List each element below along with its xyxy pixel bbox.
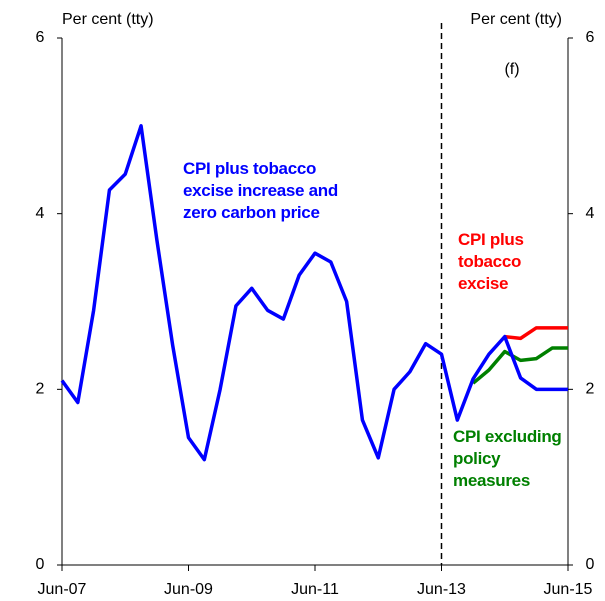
- y-tick-label: 2: [36, 381, 45, 398]
- x-tick-label: Jun-09: [164, 581, 213, 598]
- y-tick-label: 0: [36, 556, 45, 573]
- series-label: CPI excluding policy measures: [453, 427, 562, 490]
- x-tick-label: Jun-11: [291, 581, 339, 598]
- series-line: [504, 326, 568, 341]
- y2-tick-label: 0: [586, 556, 595, 573]
- forecast-label: (f): [504, 61, 519, 78]
- y2-tick-label: 6: [586, 29, 595, 46]
- y-tick-label: 6: [36, 29, 45, 46]
- series-label: CPI plus tobacco excise: [458, 230, 524, 293]
- x-tick-label: Jun-07: [38, 581, 87, 598]
- y-axis-label: Per cent (tty): [62, 11, 154, 28]
- x-tick-label: Jun-13: [417, 581, 466, 598]
- y-tick-label: 4: [36, 205, 45, 222]
- series-line: [60, 124, 568, 462]
- x-tick-label: Jun-15: [544, 581, 593, 598]
- y2-tick-label: 2: [586, 381, 595, 398]
- y2-axis-label: Per cent (tty): [470, 11, 562, 28]
- series-line: [472, 346, 568, 385]
- y2-tick-label: 4: [586, 205, 595, 222]
- series-label: CPI plus tobacco excise increase and zer…: [183, 159, 338, 222]
